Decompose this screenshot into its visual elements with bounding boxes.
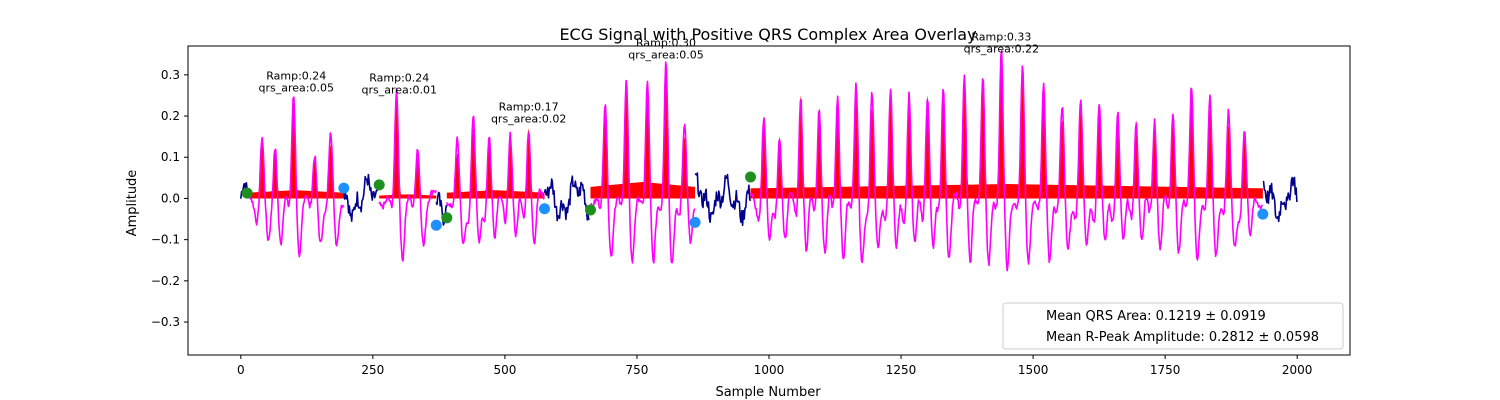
- qrs-onset-marker-3: [441, 212, 453, 224]
- qrs-offset-marker-4: [689, 216, 701, 228]
- y-tick-label-5: 0.1: [161, 150, 180, 164]
- annotations: Ramp:0.24qrs_area:0.05Ramp:0.24qrs_area:…: [259, 30, 1040, 125]
- chart-title: ECG Signal with Positive QRS Complex Are…: [559, 25, 976, 44]
- qrs-signal-line-6: [446, 115, 545, 245]
- annotation-qrs-area-4: qrs_area:0.05: [628, 49, 703, 62]
- qrs-area-fill-2: [379, 99, 437, 199]
- annotation-qrs-area-2: qrs_area:0.01: [362, 84, 437, 97]
- x-tick-label-9: 2000: [1282, 363, 1313, 377]
- y-tick-label-2: −0.2: [151, 274, 180, 288]
- x-tick-label-6: 1250: [886, 363, 917, 377]
- annotation-ramp-2: Ramp:0.24: [369, 72, 429, 85]
- y-tick-label-4: 0.0: [161, 191, 180, 205]
- annotation-qrs-area-5: qrs_area:0.22: [964, 42, 1039, 55]
- qrs-signal-line-8: [589, 61, 696, 264]
- x-tick-label-8: 1750: [1150, 363, 1181, 377]
- baseline-signal-line-11: [1262, 176, 1298, 223]
- annotation-ramp-1: Ramp:0.24: [266, 70, 326, 83]
- x-tick-label-7: 1500: [1018, 363, 1049, 377]
- qrs-offset-marker-5: [1257, 208, 1269, 220]
- y-axis-title: Amplitude: [125, 170, 140, 237]
- annotation-qrs-area-1: qrs_area:0.05: [259, 82, 334, 95]
- legend-entry-1: Mean QRS Area: 0.1219 ± 0.0919: [1046, 309, 1266, 324]
- qrs-offset-marker-2: [430, 219, 442, 231]
- y-tick-label-6: 0.2: [161, 109, 180, 123]
- plot-area: [240, 49, 1298, 272]
- qrs-signal-line-4: [378, 88, 437, 262]
- x-axis-title: Sample Number: [715, 385, 821, 400]
- qrs-area-fill-4: [590, 74, 696, 199]
- qrs-signal-line-2: [246, 96, 345, 258]
- qrs-onset-marker-1: [241, 187, 253, 199]
- y-tick-label-3: −0.1: [151, 233, 180, 247]
- baseline-signal-line-3: [343, 173, 379, 222]
- qrs-onset-marker-5: [745, 171, 757, 183]
- x-tick-label-2: 250: [361, 363, 384, 377]
- x-tick-label-3: 500: [493, 363, 516, 377]
- x-tick-label-1: 0: [237, 363, 245, 377]
- legend: Mean QRS Area: 0.1219 ± 0.0919 Mean R-Pea…: [1002, 302, 1344, 350]
- annotation-ramp-4: Ramp:0.30: [636, 37, 696, 50]
- legend-entry-2: Mean R-Peak Amplitude: 0.2812 ± 0.0598: [1046, 330, 1319, 345]
- annotation-ramp-5: Ramp:0.33: [971, 30, 1031, 43]
- legend-box: [1002, 302, 1344, 350]
- qrs-onset-marker-2: [373, 179, 385, 191]
- annotation-qrs-area-3: qrs_area:0.02: [491, 112, 566, 125]
- qrs-offset-marker-3: [539, 203, 551, 215]
- qrs-area-fill-5: [750, 62, 1263, 199]
- y-tick-label-7: 0.3: [161, 68, 180, 82]
- x-tick-label-5: 1000: [754, 363, 785, 377]
- qrs-offset-marker-1: [338, 182, 350, 194]
- qrs-signal-line-10: [749, 49, 1264, 272]
- annotation-ramp-3: Ramp:0.17: [499, 100, 559, 113]
- qrs-onset-marker-4: [584, 204, 596, 216]
- axes: 0 250 500 750 1000 1250 1500 1750 2000 −0.3 −0.2 −0…: [151, 68, 1313, 377]
- y-tick-label-1: −0.3: [151, 315, 180, 329]
- baseline-signal-line-7: [543, 175, 590, 222]
- baseline-signal-line-9: [694, 172, 752, 226]
- x-tick-label-4: 750: [626, 363, 649, 377]
